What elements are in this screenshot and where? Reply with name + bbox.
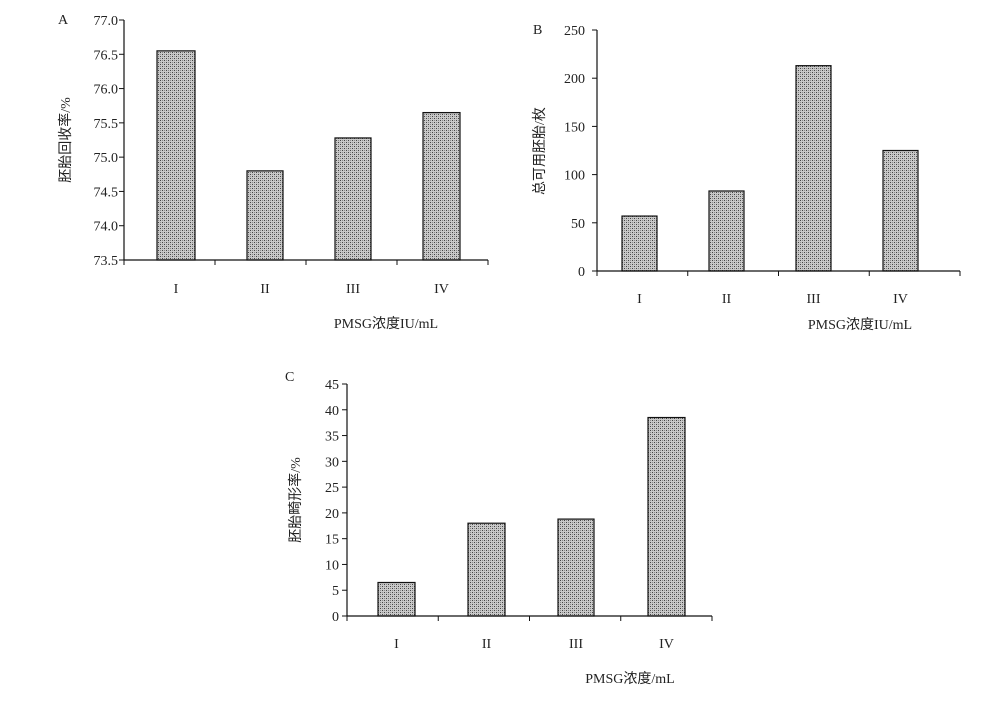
panel-b-y-tick-label: 200: [564, 72, 585, 87]
panel-a-bar-iii: [334, 137, 372, 261]
panel-c-bar-iii: [557, 518, 595, 617]
panel-c-y-tick-label: 10: [325, 558, 339, 573]
panel-c-category-label: III: [569, 637, 583, 652]
panel-a-bar-iv: [422, 111, 461, 261]
panel-a-bar-ii: [246, 170, 284, 261]
panel-c-bar-i: [377, 581, 416, 617]
panel-a-y-tick-label: 73.5: [94, 254, 119, 269]
panel-a-y-tick-label: 76.0: [94, 83, 119, 98]
panel-a-x-axis-title: PMSG浓度IU/mL: [334, 316, 438, 332]
panel-b-y-tick-label: 100: [564, 169, 585, 184]
panel-b-label: B: [533, 23, 542, 38]
panel-c-category-label: II: [482, 637, 492, 652]
panel-a-y-axis-title: 胚胎回收率/%: [57, 97, 74, 183]
panel-c-y-tick-label: 30: [325, 455, 339, 470]
panel-a-y-tick-label: 76.5: [94, 48, 119, 63]
panel-b-y-tick-label: 250: [564, 24, 585, 39]
panel-a-y-tick-label: 74.5: [94, 185, 119, 200]
panel-b-bar-iii: [795, 65, 832, 272]
panel-c-label: C: [285, 370, 294, 385]
panel-c-y-tick-label: 25: [325, 481, 339, 496]
panel-c-y-tick-label: 40: [325, 404, 339, 419]
panel-c-y-tick-label: 20: [325, 507, 339, 522]
panel-b-bar-iv: [882, 149, 919, 272]
panel-b-bar-ii: [708, 190, 745, 272]
panel-c-y-tick-label: 5: [332, 584, 339, 599]
panel-b-category-label: I: [637, 292, 642, 307]
panel-c-category-label: IV: [659, 637, 674, 652]
panel-c-y-tick-label: 35: [325, 430, 339, 445]
panel-b-y-tick-label: 0: [578, 265, 585, 280]
panel-c-bar-iv: [647, 416, 686, 617]
panel-a-y-tick-label: 75.0: [94, 151, 119, 166]
panel-a-y-tick-label: 74.0: [94, 220, 119, 235]
panel-a-bar-i: [156, 50, 196, 261]
panel-a-y-tick-label: 75.5: [94, 117, 119, 132]
panel-b-y-tick-label: 50: [571, 217, 585, 232]
panel-a-category-label: II: [260, 282, 270, 297]
panel-c-y-tick-label: 45: [325, 378, 339, 393]
panel-b-category-label: II: [722, 292, 732, 307]
panel-c-bar-ii: [467, 522, 506, 617]
panel-c-category-label: I: [394, 637, 399, 652]
panel-a-category-label: III: [346, 282, 360, 297]
panel-b-y-tick-label: 150: [564, 120, 585, 135]
panel-c-y-tick-label: 0: [332, 610, 339, 625]
panel-c-y-tick-label: 15: [325, 533, 339, 548]
panel-a-category-label: I: [174, 282, 179, 297]
panel-b-y-axis-title: 总可用胚胎/枚: [532, 107, 548, 195]
panel-a-category-label: IV: [434, 282, 449, 297]
panel-b-category-label: IV: [893, 292, 908, 307]
panel-c-x-axis-title: PMSG浓度/mL: [585, 671, 674, 687]
panel-b-bar-i: [621, 215, 658, 272]
panel-a-y-tick-label: 77.0: [94, 14, 119, 29]
panel-b-category-label: III: [807, 292, 821, 307]
panel-b-x-axis-title: PMSG浓度IU/mL: [808, 317, 912, 333]
panel-a-label: A: [58, 13, 69, 28]
panel-c-y-axis-title: 胚胎畸形率/%: [287, 457, 304, 543]
